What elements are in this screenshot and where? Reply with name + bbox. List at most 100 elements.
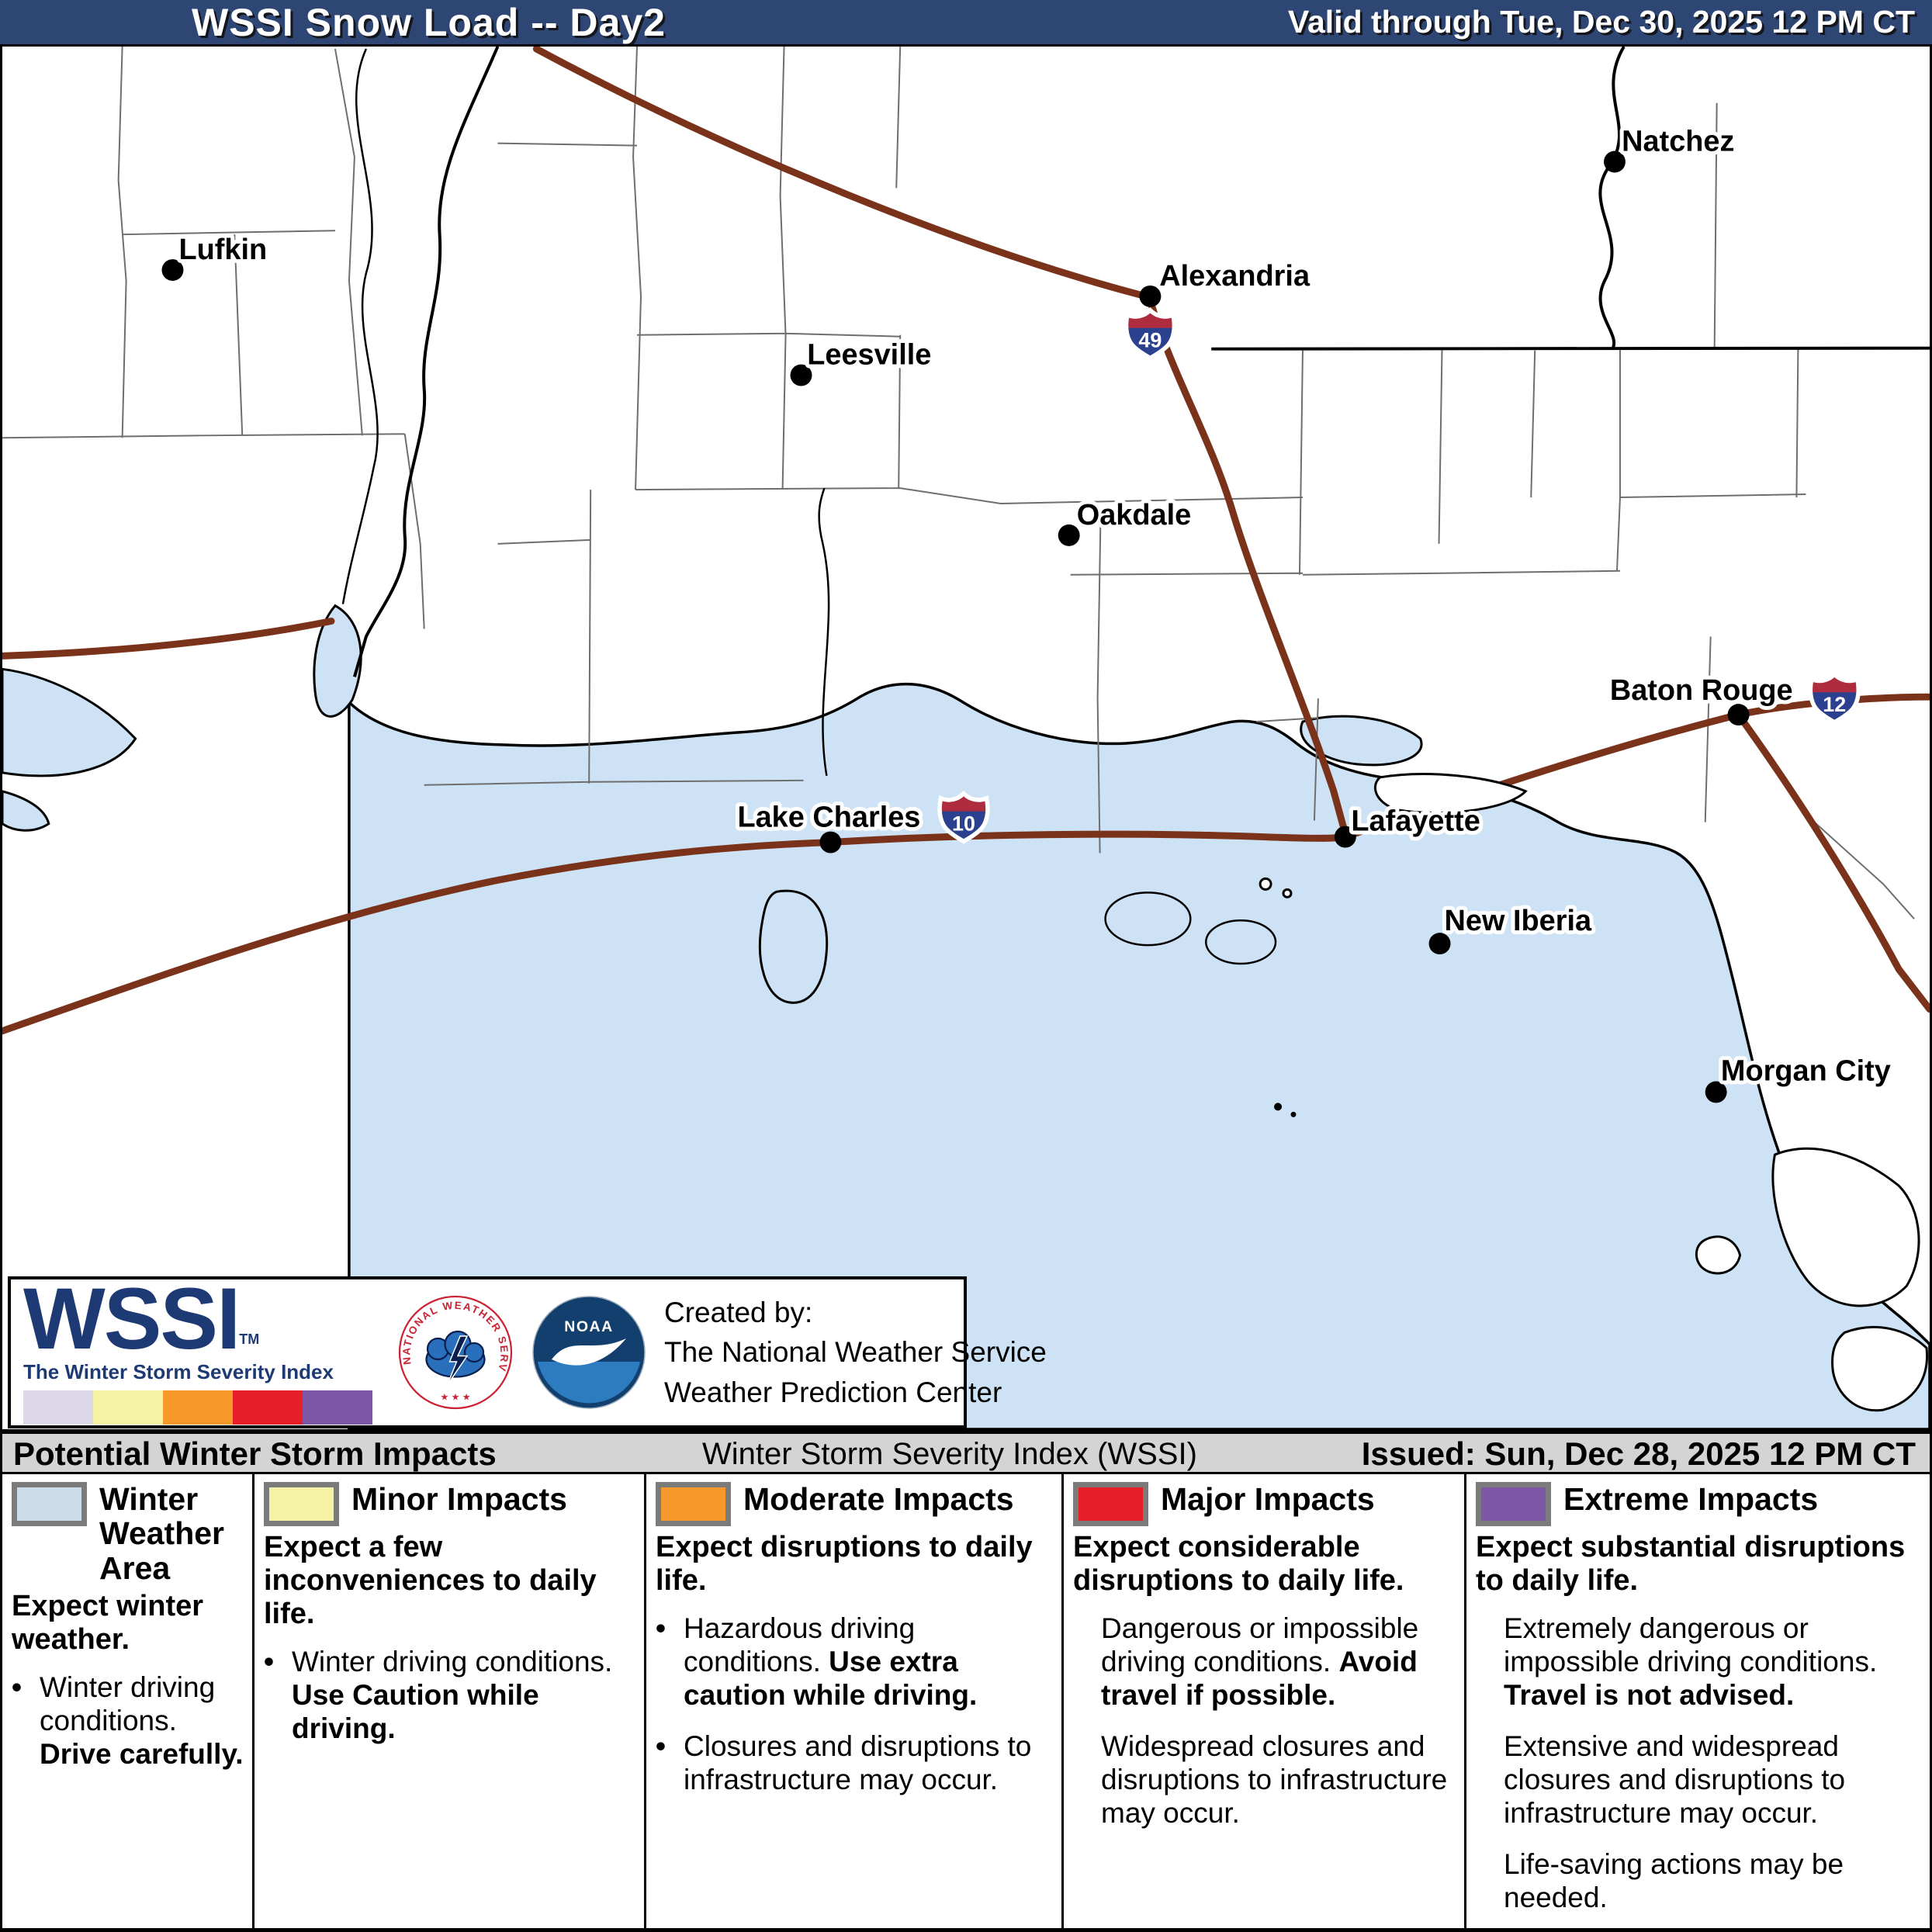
wssi-logo-box: WSSITM The Winter Storm Severity Index N… <box>8 1270 1047 1428</box>
city-label-morgan-city: Morgan City <box>1721 1055 1891 1088</box>
legend: Winter Weather Area Expect winter weather… <box>0 1474 1932 1932</box>
legend-column-major: Major Impacts Expect considerable disrupt… <box>1064 1474 1466 1928</box>
highway-i10-east <box>826 711 1743 847</box>
wssi-map: 49 10 12 Lufkin Natchez Alexandria Leesville O… <box>0 44 1932 1432</box>
legend-swatch-extreme <box>1476 1482 1551 1526</box>
interstate-12-number: 12 <box>1823 693 1846 716</box>
wssi-wordmark: WSSITM <box>23 1270 260 1368</box>
city-label-new-iberia: New Iberia <box>1445 905 1592 937</box>
map-canvas: 49 10 12 Lufkin Natchez Alexandria Leesville O… <box>2 47 1930 1429</box>
bullet-icon: • <box>656 1729 666 1762</box>
city-label-baton-rouge: Baton Rouge <box>1610 674 1793 707</box>
bullet-spacer <box>1073 1729 1101 1830</box>
wssi-wordmark-block: WSSITM The Winter Storm Severity Index <box>23 1270 380 1425</box>
city-dot-baton-rouge <box>1727 704 1750 726</box>
legend-heading-extreme: Expect substantial disruptions to daily … <box>1476 1531 1906 1597</box>
legend-column-minor: Minor Impacts Expect a few inconveniences… <box>254 1474 646 1928</box>
noaa-logo: NOAA <box>532 1296 646 1409</box>
issued-text: Issued: Sun, Dec 28, 2025 12 PM CT <box>1361 1435 1916 1472</box>
city-dot-lufkin <box>161 259 184 281</box>
trademark-symbol: TM <box>239 1331 260 1348</box>
interstate-10-shield: 10 <box>937 790 990 844</box>
legend-title-major: Major Impacts <box>1161 1481 1375 1517</box>
bullet-spacer <box>1476 1847 1504 1915</box>
highway-i10-west <box>2 839 834 1035</box>
highway-us167 <box>532 47 1144 299</box>
city-dot-alexandria <box>1139 285 1162 307</box>
impacts-title: Potential Winter Storm Impacts <box>13 1435 497 1472</box>
city-label-lafayette: Lafayette <box>1351 805 1480 838</box>
highway-us90 <box>2 618 335 660</box>
legend-swatch-minor <box>264 1482 339 1526</box>
legend-item-moderate-1: • Closures and disruptions to infrastruct… <box>656 1729 1032 1795</box>
legend-column-winter: Winter Weather Area Expect winter weather… <box>2 1474 254 1928</box>
city-dot-lake-charles <box>819 831 842 853</box>
city-label-alexandria: Alexandria <box>1159 260 1311 293</box>
legend-title-winter: Winter Weather Area <box>99 1481 225 1586</box>
wssi-strip-swatch-4 <box>303 1390 372 1425</box>
credit-line2: Weather Prediction Center <box>664 1376 1002 1408</box>
highway-i10-se <box>1735 711 1930 1013</box>
legend-heading-moderate: Expect disruptions to daily life. <box>656 1531 1033 1597</box>
wssi-tagline: The Winter Storm Severity Index <box>23 1359 334 1383</box>
small-island-2 <box>1282 888 1293 898</box>
rivers <box>341 48 830 777</box>
marsh-islands <box>1259 773 1929 1412</box>
state-boundaries <box>352 47 1930 677</box>
bullet-spacer <box>1476 1612 1504 1712</box>
credit-label: Created by: <box>664 1297 813 1329</box>
city-label-lake-charles: Lake Charles <box>737 802 920 834</box>
city-dot-morgan-city <box>1705 1081 1727 1103</box>
city-label-natchez: Natchez <box>1622 126 1734 158</box>
highway-i49 <box>1146 296 1349 838</box>
bullet-icon: • <box>656 1612 666 1644</box>
islet-dot-2 <box>1290 1111 1297 1117</box>
bullet-icon: • <box>264 1645 274 1678</box>
islet-dot-1 <box>1274 1103 1283 1111</box>
legend-heading-winter: Expect winter weather. <box>12 1589 204 1656</box>
county-lines <box>2 47 1915 919</box>
highways <box>2 47 1930 1035</box>
gulf-water <box>348 682 1930 1429</box>
city-markers: Lufkin Natchez Alexandria Leesville Oakdale B… <box>161 122 1895 1103</box>
legend-heading-minor: Expect a few inconveniences to daily lif… <box>264 1531 597 1630</box>
wssi-strip-swatch-0 <box>23 1390 93 1425</box>
legend-title-extreme: Extreme Impacts <box>1563 1481 1819 1517</box>
bullet-spacer <box>1073 1612 1101 1712</box>
legend-item-moderate-0: • Hazardous driving conditions. Use extra… <box>656 1612 978 1712</box>
grand-lake <box>1104 892 1192 947</box>
noaa-seagull-icon <box>552 1338 626 1366</box>
city-dot-new-iberia <box>1428 933 1451 955</box>
delta-land-1 <box>1771 1147 1920 1307</box>
city-dot-lafayette <box>1334 826 1356 848</box>
city-label-leesville: Leesville <box>807 339 931 372</box>
interstate-12-shield: 12 <box>1808 671 1861 725</box>
bullet-spacer <box>1476 1729 1504 1830</box>
small-island-1 <box>1259 877 1272 891</box>
legend-swatch-moderate <box>656 1482 731 1526</box>
title-bar: WSSI Snow Load -- Day2 Valid through Tue… <box>0 0 1932 44</box>
nws-logo: NATIONAL WEATHER SERVICE ★ ★ ★ <box>397 1294 513 1410</box>
legend-column-moderate: Moderate Impacts Expect disruptions to da… <box>646 1474 1064 1928</box>
legend-heading-major: Expect considerable disruptions to daily… <box>1073 1531 1404 1597</box>
interstate-49-shield: 49 <box>1124 306 1177 361</box>
legend-item-major-0: Dangerous or impossible driving conditio… <box>1073 1612 1456 1712</box>
legend-item-extreme-2: Life-saving actions may be needed. <box>1476 1847 1922 1915</box>
west-bay-water <box>2 667 137 832</box>
delta-land-2 <box>1831 1326 1929 1412</box>
legend-item-winter-0: • Winter driving conditions. Drive carefu… <box>12 1671 244 1771</box>
city-label-lufkin: Lufkin <box>178 234 267 266</box>
credit-line1: The National Weather Service <box>664 1336 1047 1369</box>
legend-swatch-winter <box>12 1482 87 1526</box>
page-title: WSSI Snow Load -- Day2 <box>192 1 666 44</box>
delta-land-3 <box>1695 1235 1742 1275</box>
city-dot-natchez <box>1604 151 1626 173</box>
bullet-icon: • <box>12 1671 22 1703</box>
city-dot-oakdale <box>1058 524 1080 546</box>
legend-title-moderate: Moderate Impacts <box>743 1481 1014 1517</box>
interstate-49-number: 49 <box>1138 329 1162 352</box>
legend-item-extreme-0: Extremely dangerous or impossible drivin… <box>1476 1612 1922 1712</box>
legend-column-extreme: Extreme Impacts Expect substantial disrup… <box>1466 1474 1930 1928</box>
vermilion-bay <box>1300 715 1423 767</box>
legend-title-minor: Minor Impacts <box>351 1481 567 1517</box>
